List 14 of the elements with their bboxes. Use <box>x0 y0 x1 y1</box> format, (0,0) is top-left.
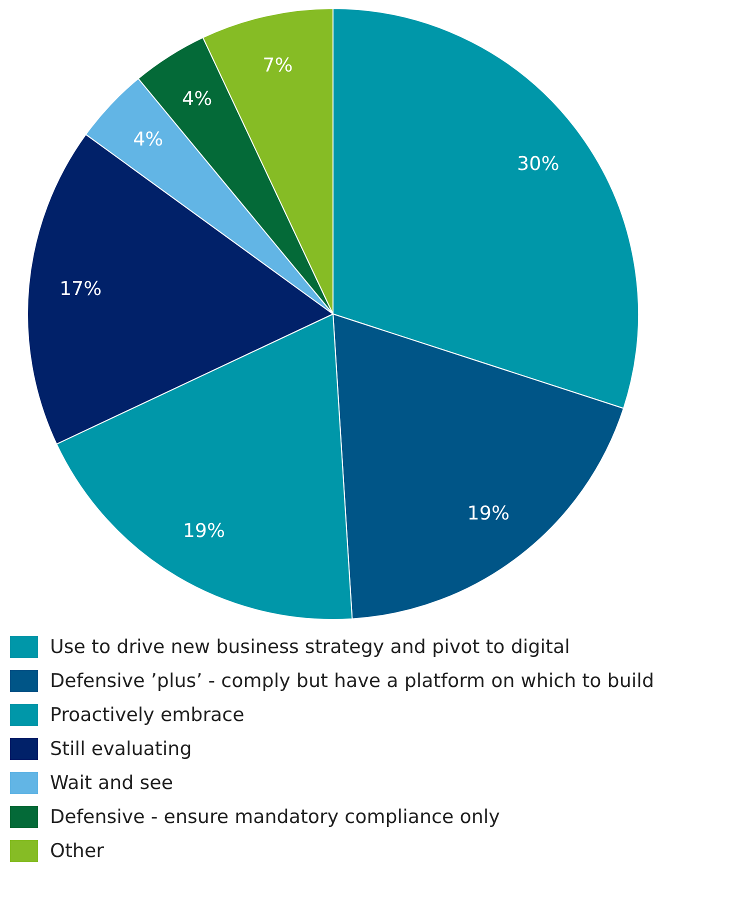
data-label: 4% <box>182 88 212 110</box>
data-label: 19% <box>182 520 226 542</box>
data-label: 30% <box>517 152 560 175</box>
legend-label: Still evaluating <box>50 738 192 760</box>
legend-label: Defensive - ensure mandatory compliance only <box>50 806 500 828</box>
legend-label: Proactively embrace <box>50 704 244 726</box>
legend-label: Use to drive new business strategy and pivot to digital <box>50 636 570 658</box>
legend-label: Other <box>50 840 104 862</box>
data-label: 19% <box>467 502 510 524</box>
data-label: 4% <box>133 128 164 150</box>
legend-label: Defensive ’plus’ - comply but have a platform on which to build <box>50 670 654 692</box>
data-label: 7% <box>262 54 293 76</box>
legend-label: Wait and see <box>50 772 174 794</box>
data-label: 17% <box>59 278 102 300</box>
